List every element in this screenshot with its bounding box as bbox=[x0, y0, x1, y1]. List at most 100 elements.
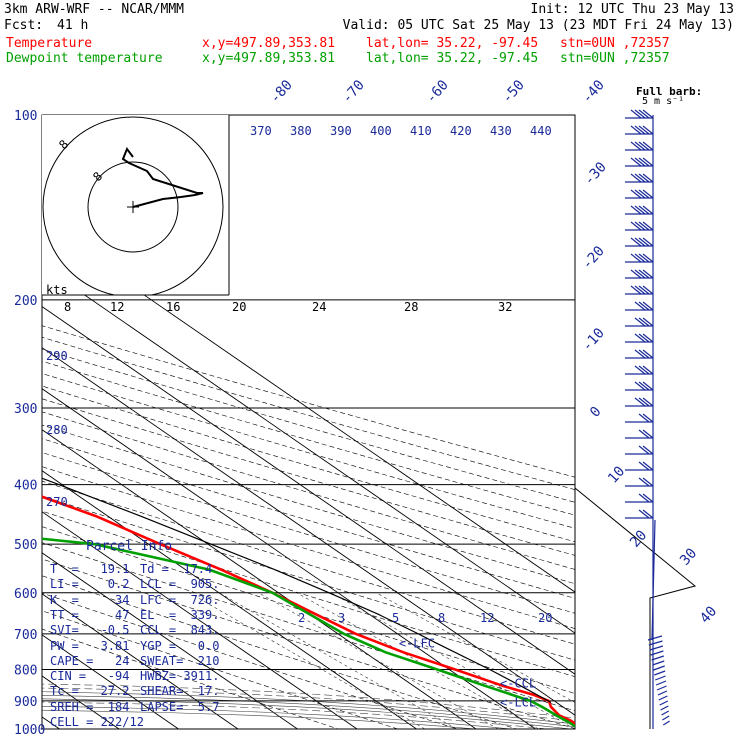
isotherm-line bbox=[42, 306, 575, 675]
isotherm-label: -10 bbox=[579, 325, 608, 355]
wind-barb-flag bbox=[638, 493, 650, 503]
level-marker-label: <-CCL bbox=[500, 676, 536, 690]
wind-barb bbox=[657, 690, 668, 696]
wind-barb bbox=[654, 675, 666, 681]
wind-barb bbox=[647, 635, 663, 641]
theta-label: 400 bbox=[370, 124, 392, 138]
pressure-tick-label: 800 bbox=[14, 663, 37, 678]
wind-barb-flag bbox=[638, 269, 650, 279]
wind-barb bbox=[625, 461, 654, 471]
isotherm-label: 0 bbox=[587, 404, 605, 421]
wind-barb-flag bbox=[638, 413, 650, 423]
wind-barb bbox=[625, 509, 654, 519]
wind-barb-flag bbox=[630, 237, 642, 247]
wind-barb bbox=[625, 125, 654, 135]
wind-barb-flag bbox=[642, 141, 654, 151]
wind-barb-flag bbox=[638, 285, 650, 295]
wind-barb-flag bbox=[638, 141, 650, 151]
wind-barb bbox=[625, 301, 654, 311]
wind-barb-flag bbox=[642, 269, 654, 279]
wind-barb-flag bbox=[634, 381, 646, 391]
isotherm-line bbox=[42, 223, 575, 593]
wind-barb bbox=[625, 397, 654, 407]
wind-barb bbox=[649, 645, 664, 651]
dry-adiabat bbox=[42, 610, 398, 729]
dry-adiabat bbox=[42, 592, 458, 729]
theta-label: 410 bbox=[410, 124, 432, 138]
wind-barb-flag bbox=[642, 125, 654, 135]
wind-barb-flag bbox=[638, 317, 650, 327]
wind-barb bbox=[625, 429, 654, 439]
hodograph-ring bbox=[42, 116, 224, 295]
wind-barb-flag bbox=[642, 237, 654, 247]
wind-barb-flag bbox=[642, 381, 654, 391]
wind-barb-flag bbox=[634, 157, 646, 167]
isotherm-line bbox=[42, 511, 358, 729]
wind-barb bbox=[625, 157, 654, 167]
wind-barb bbox=[625, 253, 654, 263]
parcel-info-value: CIN = -94 bbox=[50, 669, 130, 684]
wind-barb-flag bbox=[642, 285, 654, 295]
wind-barb-flag bbox=[642, 173, 654, 183]
wind-barb-flag bbox=[642, 109, 654, 119]
wind-barb bbox=[625, 237, 654, 247]
pressure-tick-label: 300 bbox=[14, 402, 37, 417]
isotherm-label: 40 bbox=[697, 603, 720, 626]
wind-barb bbox=[650, 650, 664, 656]
wind-barb bbox=[625, 173, 654, 183]
wind-barb bbox=[654, 670, 666, 676]
wind-barb bbox=[625, 477, 654, 487]
wind-barb-flag bbox=[630, 205, 642, 215]
wind-barb bbox=[651, 655, 664, 661]
wind-barb-flag bbox=[634, 317, 646, 327]
wind-barb-flag bbox=[634, 253, 646, 263]
wind-barb-staff bbox=[651, 519, 656, 641]
dry-adiabat bbox=[42, 510, 575, 678]
wind-barb-flag bbox=[638, 109, 650, 119]
moist-adiabat bbox=[42, 683, 575, 719]
wind-barb-flag bbox=[638, 397, 650, 407]
isotherm-line bbox=[42, 388, 536, 729]
pressure-tick-label: 600 bbox=[14, 587, 37, 602]
wind-barb-flag bbox=[642, 317, 654, 327]
pressure-tick-label: 400 bbox=[14, 479, 37, 494]
hodograph-speed-label: 16 bbox=[166, 300, 180, 314]
wind-barb-flag bbox=[642, 477, 654, 487]
wind-barb-flag bbox=[642, 157, 654, 167]
wind-barb-flag bbox=[630, 269, 642, 279]
dry-adiabat bbox=[42, 480, 575, 645]
dry-adiabat bbox=[42, 628, 339, 729]
wind-barb bbox=[625, 221, 654, 231]
wind-barb-flag bbox=[638, 445, 650, 455]
pressure-tick-label: 100 bbox=[14, 109, 37, 124]
wind-barb-flag bbox=[642, 429, 654, 439]
wind-barb-flag bbox=[638, 237, 650, 247]
isotherm-line bbox=[42, 593, 239, 729]
wind-barb-flag bbox=[634, 173, 646, 183]
theta-label: 430 bbox=[490, 124, 512, 138]
forecast-hours: 41 h bbox=[57, 18, 89, 33]
parcel-info-value: CELL = 222/12 bbox=[50, 715, 144, 729]
parcel-info-value: YGP = 0.0 bbox=[140, 638, 220, 653]
wind-barb-flag bbox=[638, 381, 650, 391]
isotherm-line bbox=[42, 552, 298, 729]
wind-barb-flag bbox=[634, 205, 646, 215]
hodograph bbox=[42, 115, 229, 295]
theta-label: 380 bbox=[290, 124, 312, 138]
parcel-info-title: Parcel Info bbox=[86, 539, 173, 554]
wind-barb bbox=[625, 285, 654, 295]
isotherm-label: -80 bbox=[267, 77, 296, 107]
wind-barb-flag bbox=[642, 397, 654, 407]
dewpoint-profile bbox=[42, 537, 575, 728]
parcel-info-value: CAPE = 24 bbox=[50, 653, 130, 668]
hodograph-speed-label: 20 bbox=[232, 300, 246, 314]
wind-barb bbox=[625, 269, 654, 279]
isotherm-line bbox=[42, 265, 575, 634]
hodograph-speed-label: 8 bbox=[64, 300, 71, 314]
pressure-tick-label: 1000 bbox=[14, 723, 45, 738]
wind-barb-flag bbox=[638, 173, 650, 183]
plot-frame bbox=[41, 114, 576, 730]
wind-barb-flag bbox=[638, 189, 650, 199]
parcel-info-value: SWEAT= 210 bbox=[140, 653, 220, 668]
wind-barb bbox=[625, 333, 654, 343]
